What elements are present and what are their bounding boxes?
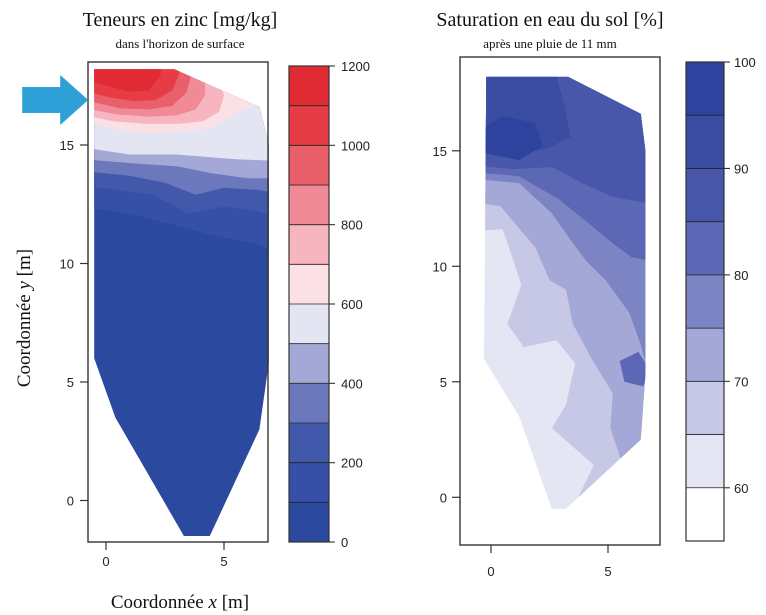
saturation-colorbar-swatch <box>686 381 724 436</box>
saturation-colorbar-swatch <box>686 434 724 489</box>
zinc-colorbar-swatch <box>289 145 329 186</box>
x-label-var: x <box>208 592 218 613</box>
zinc-subtitle: dans l'horizon de surface <box>115 36 244 51</box>
saturation-colorbar-tick-label: 80 <box>734 268 748 283</box>
zinc-colorbar-tick-label: 0 <box>341 535 348 550</box>
saturation-title: Saturation en eau du sol [%] <box>436 9 663 31</box>
saturation-colorbar-frame <box>685 61 725 542</box>
saturation-colorbar-swatch <box>686 62 724 116</box>
saturation-level-85 <box>586 109 627 163</box>
zinc-colorbar-tick-label: 200 <box>341 456 363 471</box>
x-label-prefix: Coordonnée <box>111 592 209 613</box>
zinc-level-1100 <box>94 69 163 92</box>
zinc-colorbar-tick-label: 400 <box>341 376 363 391</box>
y-label-prefix: Coordonnée <box>14 290 35 388</box>
saturation-y-tick-label: 10 <box>433 259 447 274</box>
zinc-title: Teneurs en zinc [mg/kg] <box>83 9 278 31</box>
zinc-y-axis-label: Coordonnée y [m] <box>14 249 35 387</box>
saturation-y-tick-label: 0 <box>440 490 447 505</box>
saturation-level-80 <box>619 351 646 387</box>
saturation-colorbar-swatch <box>686 115 724 169</box>
x-label-unit: [m] <box>217 592 249 613</box>
zinc-plot-frame <box>87 61 269 543</box>
saturation-subtitle: après une pluie de 11 mm <box>483 36 616 51</box>
zinc-colorbar-swatch <box>289 185 329 226</box>
zinc-x-tick-label: 5 <box>220 554 227 569</box>
y-label-unit: [m] <box>14 249 35 281</box>
zinc-colorbar-swatch <box>289 105 329 146</box>
saturation-colorbar-swatch <box>686 221 724 276</box>
saturation-colorbar-tick-label: 90 <box>734 161 748 176</box>
saturation-y-tick-label: 15 <box>433 144 447 159</box>
saturation-x-tick-label: 0 <box>487 564 494 579</box>
zinc-y-tick-label: 0 <box>67 494 74 509</box>
zinc-colorbar-swatch <box>289 304 329 345</box>
zinc-panel: Teneurs en zinc [mg/kg] dans l'horizon d… <box>14 9 370 613</box>
saturation-colorbar-tick-label: 70 <box>734 374 748 389</box>
zinc-colorbar-swatch <box>289 343 329 384</box>
saturation-x-tick-label: 5 <box>604 564 611 579</box>
saturation-y-tick-label: 5 <box>440 375 447 390</box>
y-label-var: y <box>14 281 35 292</box>
highlight-arrow-icon <box>22 74 89 125</box>
zinc-x-axis-label: Coordonnée x [m] <box>111 592 249 613</box>
zinc-colorbar-tick-label: 1000 <box>341 138 370 153</box>
saturation-panel: Saturation en eau du sol [%] après une p… <box>433 9 756 579</box>
zinc-contour-field <box>94 69 269 536</box>
zinc-colorbar-swatch <box>289 264 329 305</box>
zinc-colorbar-tick-label: 1200 <box>341 59 370 74</box>
zinc-y-tick-label: 5 <box>67 375 74 390</box>
saturation-colorbar-swatch <box>686 487 724 542</box>
zinc-colorbar-swatch <box>289 462 329 503</box>
zinc-x-tick-label: 0 <box>102 554 109 569</box>
saturation-colorbar: 60 70 80 90 100 <box>685 55 756 542</box>
zinc-colorbar-swatch <box>289 502 329 543</box>
saturation-colorbar-swatch <box>686 328 724 382</box>
saturation-colorbar-tick-label: 100 <box>734 55 756 70</box>
saturation-level-60 <box>484 354 496 382</box>
saturation-colorbar-swatch <box>686 274 724 329</box>
zinc-colorbar: 0 200 400 600 800 1000 1200 <box>288 59 370 550</box>
saturation-plot-frame <box>459 56 661 546</box>
zinc-colorbar-swatch <box>289 383 329 424</box>
saturation-level-95 <box>484 116 543 160</box>
saturation-colorbar-swatch <box>686 168 724 223</box>
zinc-colorbar-swatch <box>289 224 329 265</box>
zinc-colorbar-tick-label: 800 <box>341 218 363 233</box>
zinc-colorbar-swatch <box>289 66 329 107</box>
saturation-colorbar-tick-label: 60 <box>734 481 748 496</box>
zinc-y-tick-label: 15 <box>60 138 74 153</box>
zinc-colorbar-swatch <box>289 423 329 464</box>
zinc-colorbar-tick-label: 600 <box>341 297 363 312</box>
zinc-y-tick-label: 10 <box>60 257 74 272</box>
saturation-contour-field <box>484 76 646 509</box>
